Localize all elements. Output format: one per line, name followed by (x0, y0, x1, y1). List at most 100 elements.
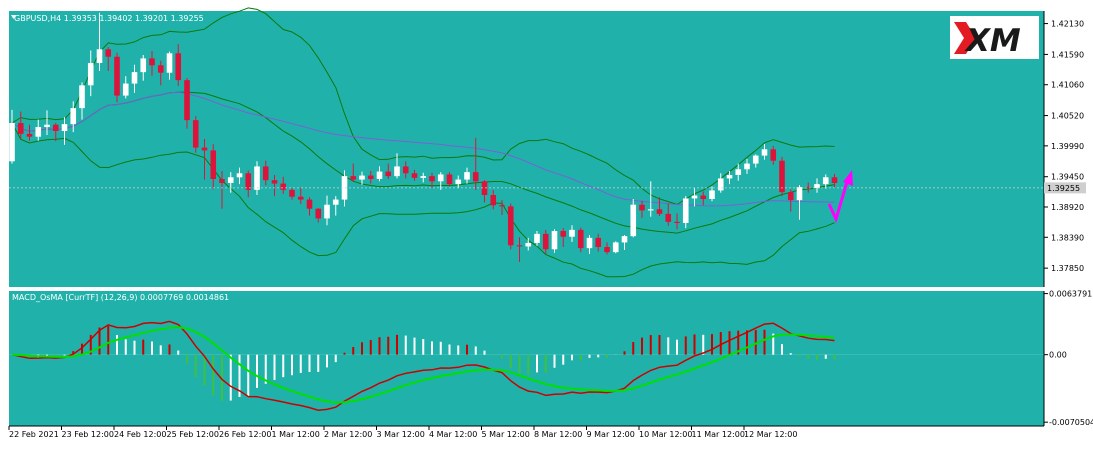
bull-candle (455, 175, 462, 189)
dropdown-triangle-icon[interactable] (11, 15, 16, 19)
bear-candle (472, 137, 479, 190)
bull-candle (647, 181, 654, 217)
bull-candle (324, 195, 330, 226)
bull-candle (709, 186, 715, 202)
candle-body (402, 166, 409, 174)
bear-candle (201, 139, 208, 180)
bull-candle (621, 235, 628, 250)
candle-body (814, 184, 820, 189)
bear-candle (262, 160, 269, 186)
bear-candle (114, 52, 120, 103)
candle-body (490, 195, 497, 206)
candle-body (560, 231, 567, 237)
bear-candle (779, 156, 785, 197)
bull-candle (359, 171, 365, 185)
bull-candle (814, 178, 820, 193)
bull-candle (761, 144, 768, 160)
bull-candle (534, 231, 540, 246)
bear-candle (639, 200, 645, 218)
candle-body (805, 187, 812, 189)
price-pane[interactable] (9, 11, 1044, 287)
price-tick-label: 1.39450 (1051, 173, 1084, 182)
bear-candle (560, 228, 567, 247)
bollinger-lower-band (11, 122, 835, 278)
candle-body (157, 65, 164, 73)
bull-candle (612, 241, 619, 254)
candle-body (735, 169, 742, 175)
bull-candle (166, 51, 173, 80)
bull-candle (61, 117, 68, 145)
candle-body (464, 172, 470, 180)
candle-body (411, 173, 418, 178)
candle-body (709, 190, 715, 199)
time-label: 1 Mar 12:00 (272, 430, 320, 439)
macd-tick-label: 0.00 (1049, 351, 1067, 360)
bear-candle (604, 242, 610, 255)
price-tick-label: 1.41060 (1051, 81, 1084, 90)
candle-body (245, 173, 252, 190)
candle-body (271, 180, 278, 184)
bull-candle (254, 161, 260, 195)
candle-body (210, 150, 217, 179)
candle-body (525, 243, 532, 247)
macd-main-line (11, 320, 835, 411)
time-label: 26 Feb 12:00 (219, 430, 271, 439)
candle-body (219, 179, 225, 183)
candle-body (752, 155, 759, 164)
candle-body (569, 229, 575, 237)
bull-candle (44, 110, 50, 135)
bear-candle (787, 189, 794, 212)
candle-body (691, 195, 698, 199)
macd-pane-title: MACD_OsMA [CurrTF] (12,26,9) 0.0007769 0… (12, 293, 229, 302)
bull-candle (140, 55, 147, 81)
bear-candle (315, 208, 322, 223)
bear-candle (289, 188, 295, 200)
candle-body (341, 176, 348, 200)
bear-candle (367, 171, 374, 184)
candle-body (831, 177, 838, 183)
time-label: 5 Mar 12:00 (482, 430, 530, 439)
bull-candle (70, 101, 77, 133)
candle-body (822, 177, 829, 185)
bull-candle (437, 172, 444, 190)
price-tick-label: 1.37850 (1051, 264, 1084, 273)
candle-body (656, 209, 663, 214)
bull-candle (131, 64, 138, 93)
bull-candle (551, 229, 558, 253)
candle-body (551, 231, 558, 250)
candle-body (192, 120, 199, 148)
candle-body (44, 124, 50, 127)
bear-candle (245, 170, 252, 198)
bear-candle (831, 173, 838, 189)
candle-body (87, 63, 94, 86)
candle-body (429, 176, 435, 182)
bear-candle (105, 47, 112, 71)
bull-candle (691, 188, 698, 207)
candle-body (166, 53, 173, 73)
candle-body (254, 166, 260, 190)
bull-candle (682, 196, 689, 229)
candle-body (324, 204, 330, 219)
bull-candle (341, 170, 348, 207)
bear-candle (192, 116, 199, 153)
time-label: 8 Mar 12:00 (534, 430, 582, 439)
macd-pane[interactable] (9, 291, 1044, 426)
candle-body (289, 189, 295, 197)
candle-body (779, 160, 785, 193)
candle-body (534, 233, 540, 243)
price-tick-label: 1.40520 (1051, 112, 1084, 121)
bear-candle (665, 203, 672, 226)
bear-candle (507, 203, 514, 250)
candle-body (674, 221, 680, 223)
candle-body (446, 174, 453, 185)
bull-candle (87, 50, 94, 97)
candle-body (297, 196, 304, 200)
candle-body (9, 123, 15, 162)
candle-body (481, 181, 488, 195)
candle-body (394, 166, 400, 177)
macd-tick-label: 0.0063791 (1049, 290, 1092, 299)
bear-candle (542, 229, 549, 254)
bear-candle (219, 171, 225, 209)
